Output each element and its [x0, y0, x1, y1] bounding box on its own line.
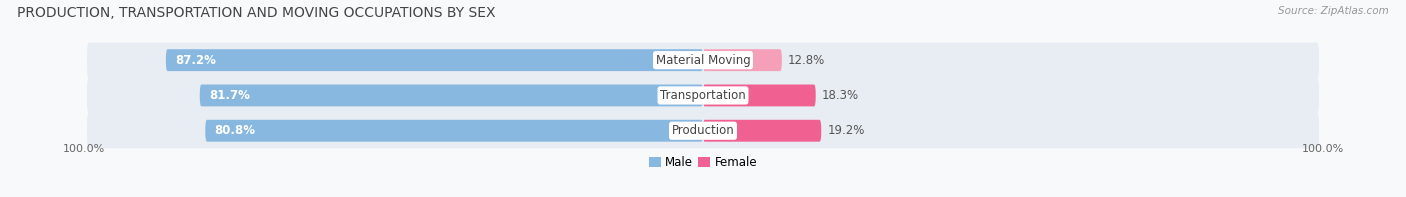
Text: Material Moving: Material Moving	[655, 54, 751, 67]
FancyBboxPatch shape	[87, 113, 1319, 148]
Text: Transportation: Transportation	[661, 89, 745, 102]
FancyBboxPatch shape	[166, 49, 703, 71]
FancyBboxPatch shape	[205, 120, 703, 142]
FancyBboxPatch shape	[200, 85, 703, 106]
Text: 100.0%: 100.0%	[62, 144, 104, 154]
Text: 87.2%: 87.2%	[176, 54, 217, 67]
Text: PRODUCTION, TRANSPORTATION AND MOVING OCCUPATIONS BY SEX: PRODUCTION, TRANSPORTATION AND MOVING OC…	[17, 6, 495, 20]
FancyBboxPatch shape	[87, 78, 1319, 113]
FancyBboxPatch shape	[703, 85, 815, 106]
Text: Production: Production	[672, 124, 734, 137]
Text: Source: ZipAtlas.com: Source: ZipAtlas.com	[1278, 6, 1389, 16]
Text: 80.8%: 80.8%	[215, 124, 256, 137]
Text: 19.2%: 19.2%	[827, 124, 865, 137]
Legend: Male, Female: Male, Female	[648, 156, 758, 169]
Text: 81.7%: 81.7%	[209, 89, 250, 102]
Text: 100.0%: 100.0%	[1302, 144, 1344, 154]
Text: 18.3%: 18.3%	[823, 89, 859, 102]
Text: 12.8%: 12.8%	[787, 54, 825, 67]
FancyBboxPatch shape	[87, 43, 1319, 78]
FancyBboxPatch shape	[703, 49, 782, 71]
FancyBboxPatch shape	[703, 120, 821, 142]
